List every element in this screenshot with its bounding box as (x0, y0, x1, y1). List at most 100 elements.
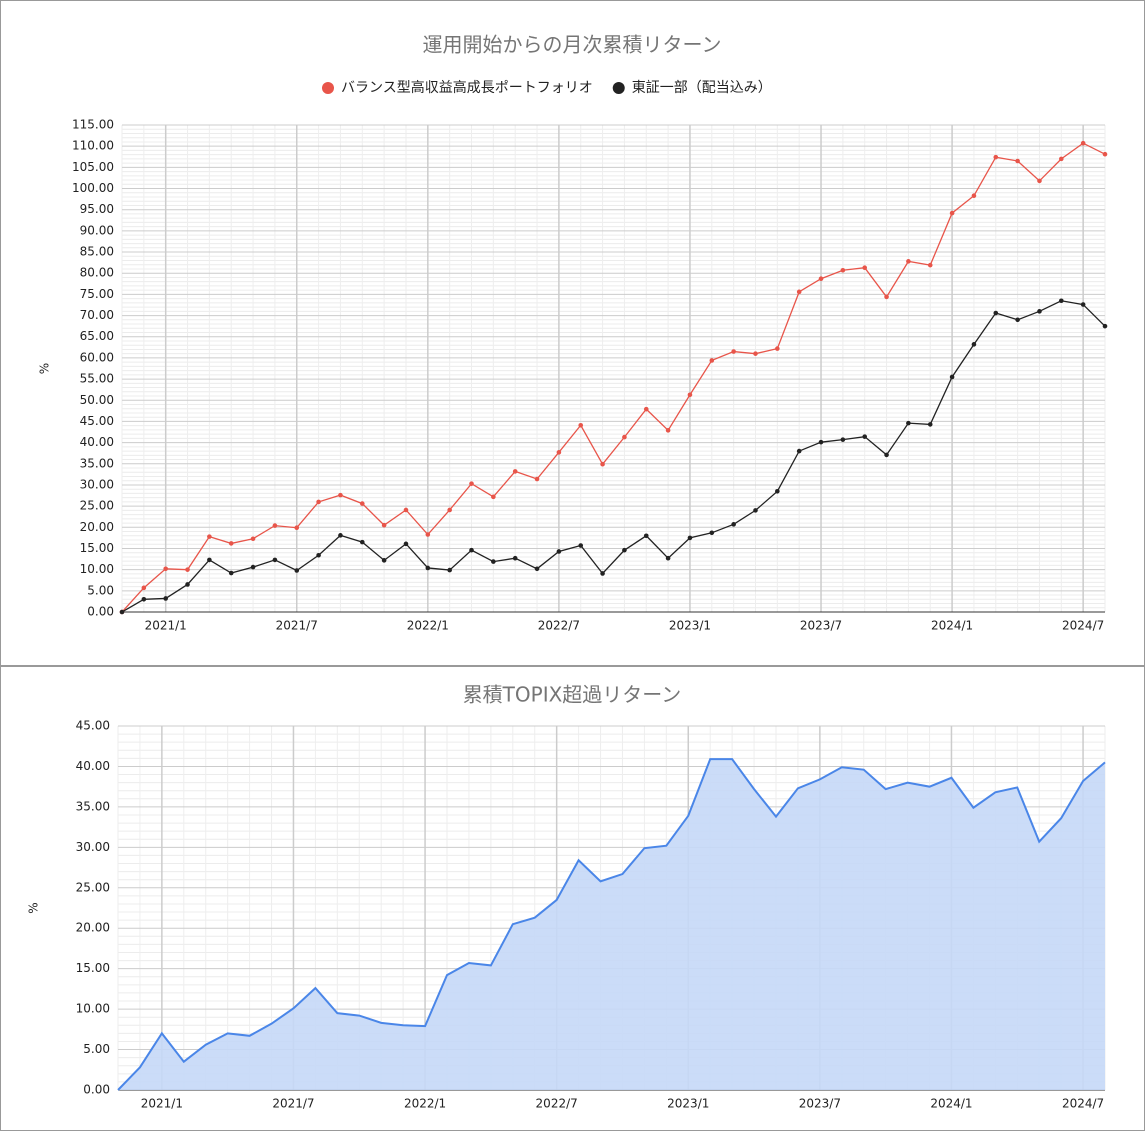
y-tick-label: 65.00 (80, 329, 114, 343)
data-point (643, 533, 649, 539)
data-point (971, 342, 977, 347)
data-point (622, 434, 627, 440)
y-tick-label: 95.00 (80, 202, 114, 216)
y-tick-label: 5.00 (83, 1042, 110, 1056)
data-point (993, 154, 999, 160)
data-point (338, 492, 343, 498)
series-line (121, 142, 1106, 613)
data-point (1015, 317, 1020, 323)
data-point (359, 539, 365, 545)
data-point (884, 452, 889, 458)
chart-title: 累積TOPIX超過リターン (463, 683, 682, 707)
data-point (1080, 302, 1086, 307)
data-point (578, 422, 584, 428)
y-tick-label: 30.00 (76, 840, 110, 854)
x-tick-label: 2021/7 (272, 1097, 314, 1111)
data-point (119, 609, 125, 615)
data-point (1080, 140, 1086, 146)
y-tick-label: 0.00 (87, 605, 114, 619)
data-point (425, 565, 431, 571)
data-point (818, 276, 824, 282)
y-tick-label: 25.00 (80, 499, 114, 513)
data-point (971, 193, 977, 199)
y-tick-label: 15.00 (80, 541, 114, 555)
data-point (447, 567, 452, 573)
x-tick-label: 2021/1 (141, 1097, 183, 1111)
data-point (491, 559, 496, 564)
data-point (622, 547, 627, 553)
y-tick-label: 90.00 (80, 223, 114, 237)
data-point (141, 596, 147, 602)
data-point (534, 476, 540, 482)
y-tick-label: 30.00 (80, 477, 114, 491)
data-point (1059, 156, 1064, 162)
data-point (775, 346, 780, 351)
data-point (512, 555, 518, 561)
data-point (272, 557, 278, 563)
data-point (491, 494, 496, 500)
data-point (185, 567, 190, 572)
data-point (294, 568, 300, 573)
data-point (687, 535, 693, 541)
x-tick-label: 2024/7 (1062, 1097, 1104, 1111)
data-point (687, 392, 693, 398)
y-tick-label: 20.00 (80, 520, 114, 534)
data-point (796, 448, 802, 454)
data-point (1015, 158, 1020, 164)
y-axis-label: % (38, 363, 52, 374)
data-point (425, 532, 431, 537)
x-tick-label: 2022/7 (536, 1097, 578, 1111)
legend-marker (612, 82, 625, 94)
y-tick-label: 45.00 (76, 719, 110, 733)
y-tick-label: 40.00 (80, 435, 114, 449)
data-point (818, 439, 824, 445)
data-point (731, 349, 736, 354)
data-point (403, 541, 409, 547)
y-tick-label: 10.00 (76, 1002, 110, 1016)
data-point (228, 570, 234, 576)
data-point (665, 555, 671, 561)
x-tick-label: 2022/1 (404, 1097, 446, 1111)
legend-label: 東証一部（配当込み） (632, 80, 772, 96)
x-tick-label: 2023/7 (799, 1097, 841, 1111)
y-tick-label: 70.00 (80, 308, 114, 322)
y-tick-label: 45.00 (80, 414, 114, 428)
data-point (228, 541, 234, 546)
x-tick-label: 2024/7 (1062, 619, 1104, 633)
data-point (665, 428, 671, 433)
data-point (1037, 309, 1042, 314)
data-point (556, 450, 562, 455)
y-axis-label: % (27, 902, 41, 913)
x-tick-label: 2024/1 (930, 1097, 972, 1111)
data-point (731, 522, 736, 527)
area-fill (118, 759, 1105, 1090)
data-point (949, 210, 955, 216)
data-point (250, 564, 256, 570)
y-tick-label: 35.00 (76, 799, 110, 813)
data-point (862, 265, 868, 271)
data-point (709, 530, 715, 536)
data-point (294, 525, 300, 531)
data-point (753, 351, 758, 356)
data-point (141, 585, 147, 591)
y-tick-label: 55.00 (80, 372, 114, 386)
data-point (469, 547, 474, 553)
data-point (1102, 323, 1108, 329)
data-point (469, 481, 474, 486)
x-tick-label: 2021/1 (145, 619, 187, 633)
data-point (316, 552, 321, 558)
data-point (600, 461, 605, 467)
data-point (862, 434, 868, 439)
y-tick-label: 75.00 (80, 287, 114, 301)
data-point (272, 523, 278, 528)
y-tick-label: 40.00 (76, 759, 110, 773)
y-tick-label: 115.00 (72, 118, 114, 132)
data-point (906, 259, 911, 264)
data-point (163, 596, 168, 601)
y-tick-label: 105.00 (72, 160, 114, 174)
data-point (775, 489, 780, 494)
y-tick-label: 85.00 (80, 245, 114, 259)
data-point (840, 437, 846, 442)
y-tick-label: 25.00 (76, 880, 110, 894)
y-tick-label: 20.00 (76, 921, 110, 935)
